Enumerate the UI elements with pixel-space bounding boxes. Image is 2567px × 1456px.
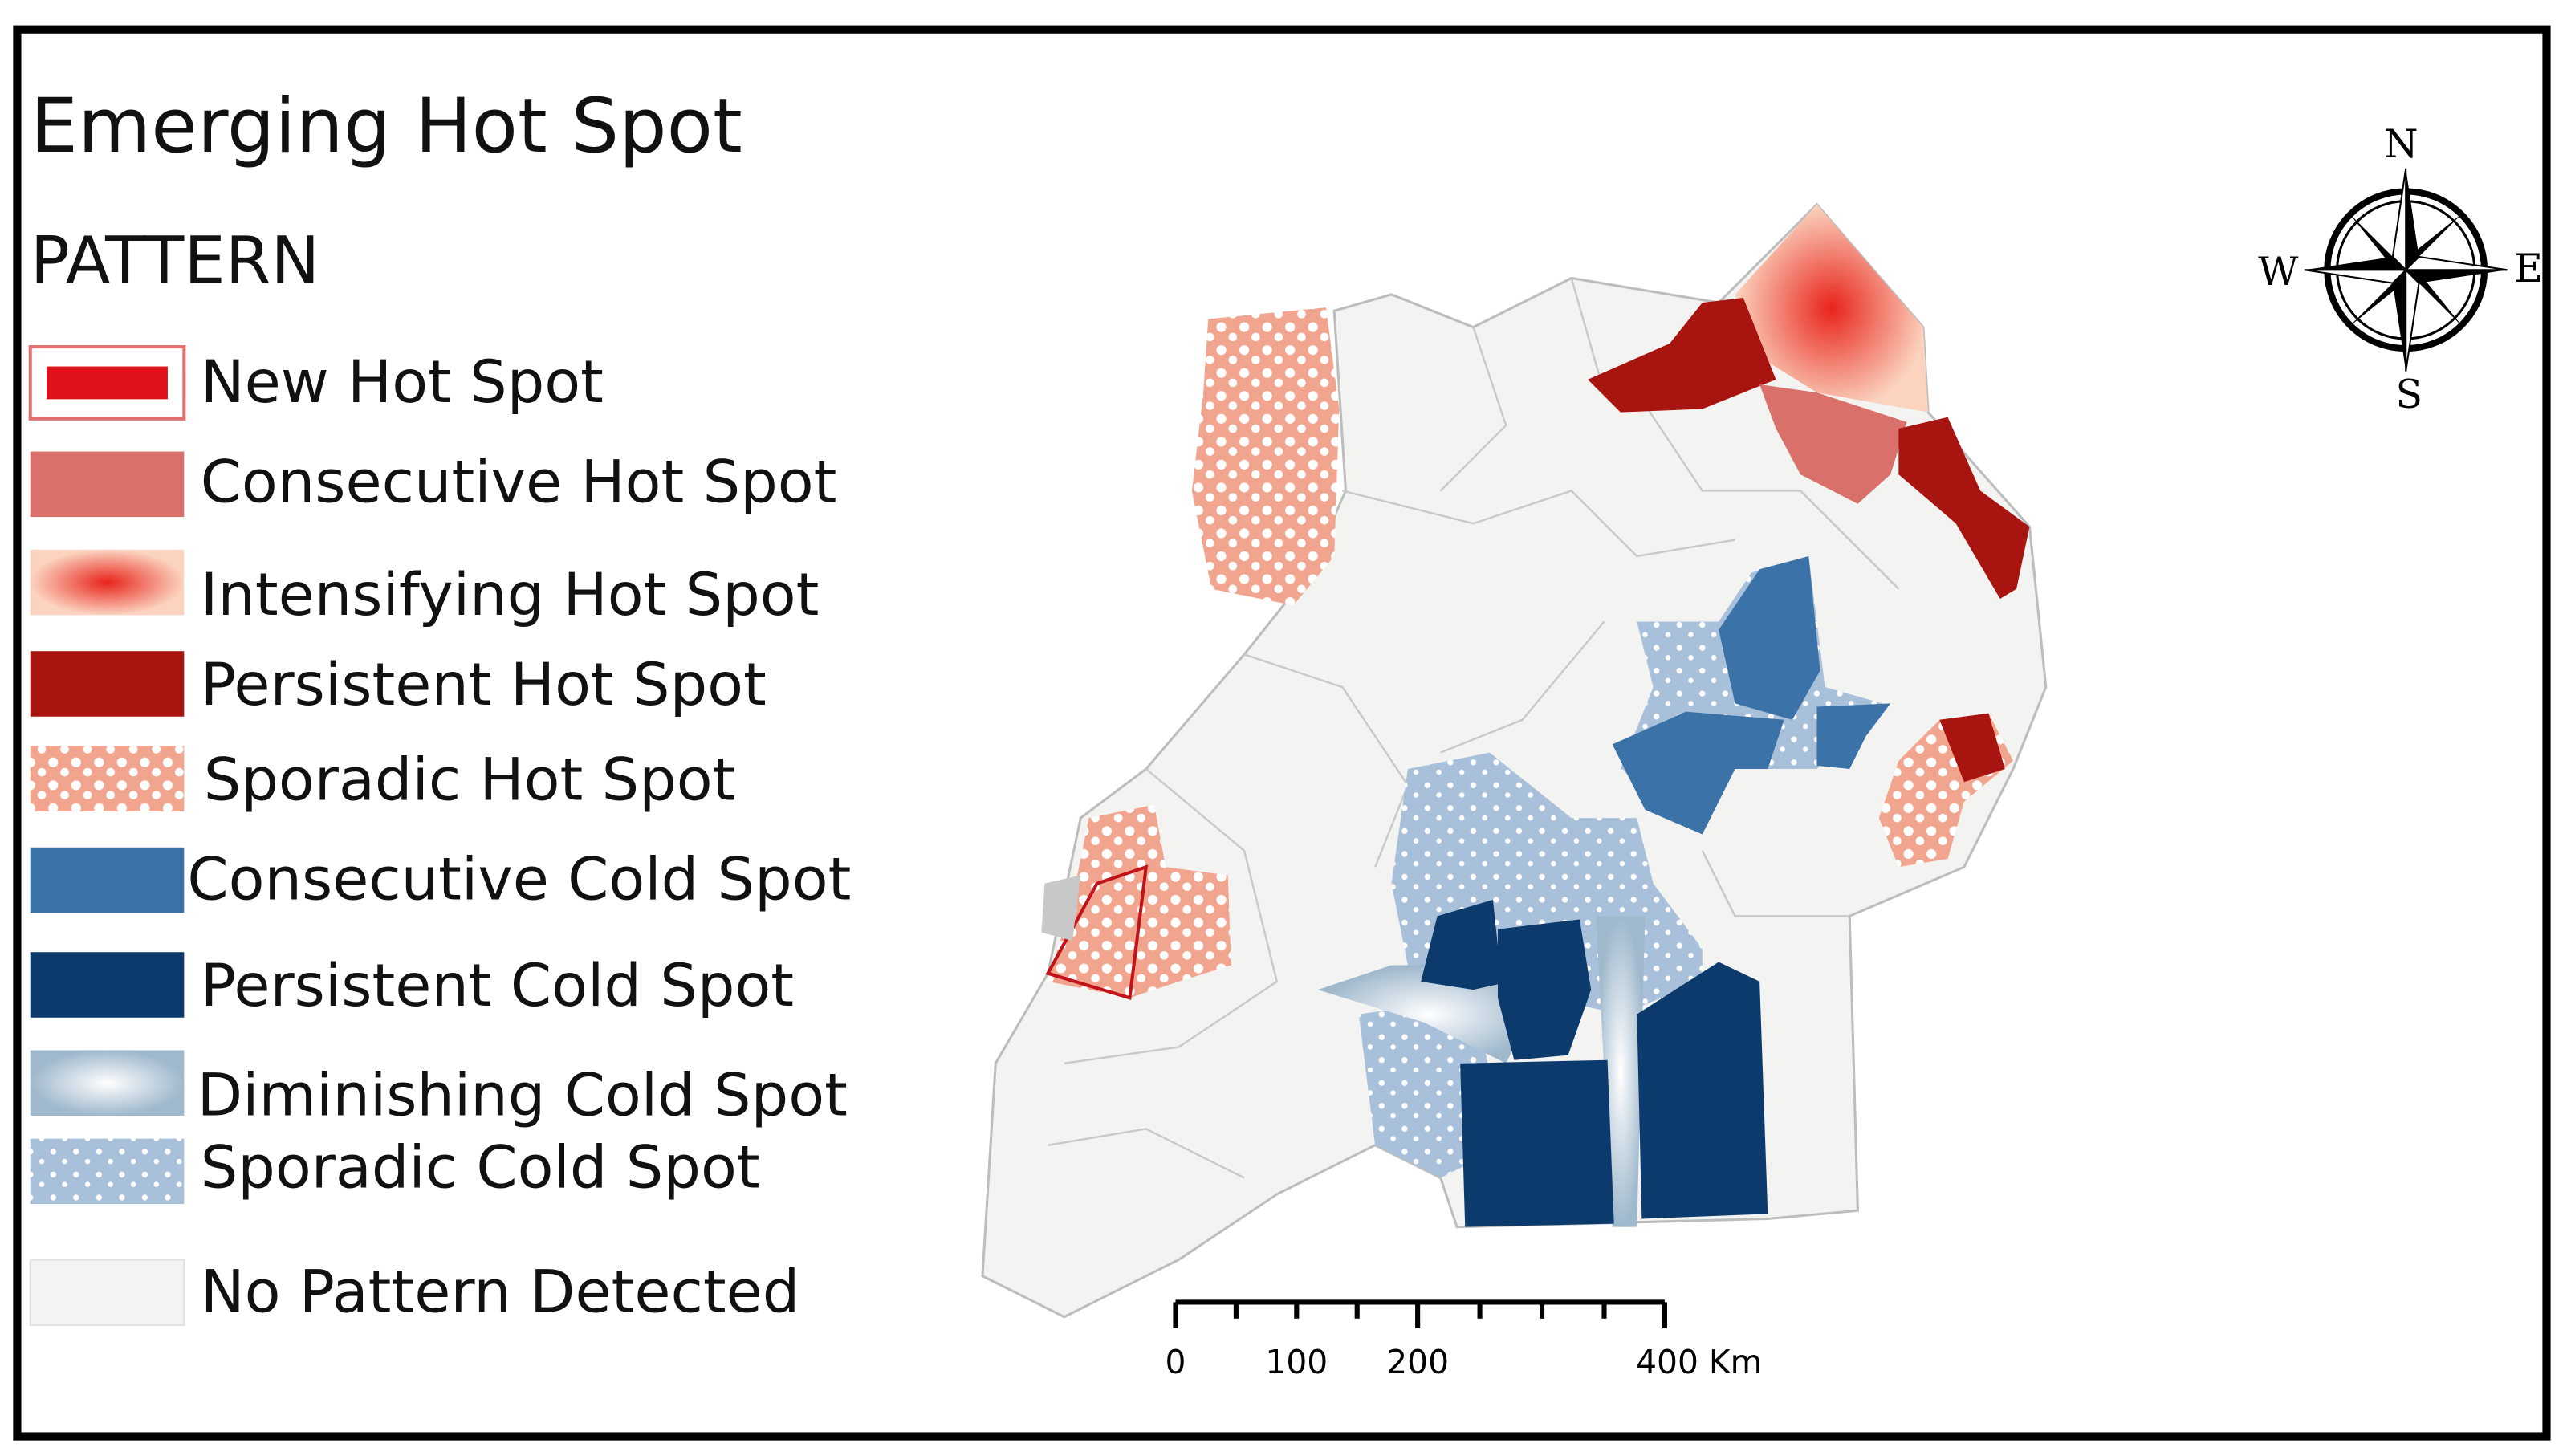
legend-swatch <box>30 1138 185 1205</box>
legend-swatch <box>47 366 168 400</box>
diminishing-cold-region <box>1317 965 1539 1064</box>
persistent-cold-region <box>1637 962 1768 1219</box>
consecutive-cold-region <box>1816 703 1891 769</box>
legend-swatch <box>30 549 185 616</box>
legend-swatch <box>30 952 185 1018</box>
consecutive-cold-region <box>1719 555 1820 720</box>
persistent-cold-region <box>1498 919 1592 1060</box>
persistent-hot-region <box>1588 297 1776 413</box>
legend-label: Persistent Cold Spot <box>201 952 794 1020</box>
legend-label: Consecutive Cold Spot <box>187 846 851 914</box>
legend-label: New Hot Spot <box>201 348 604 417</box>
compass-label: N <box>2384 121 2419 167</box>
legend-swatch <box>30 651 185 717</box>
consecutive-cold-region <box>1612 711 1784 835</box>
compass-rose <box>2304 168 2508 372</box>
compass-label: E <box>2514 246 2543 291</box>
legend-swatch <box>30 847 185 913</box>
scale-label: 400 Km <box>1636 1343 1762 1381</box>
legend-label: Persistent Hot Spot <box>201 651 767 719</box>
new-hot-region <box>1045 864 1149 1000</box>
legend-label: No Pattern Detected <box>201 1258 800 1326</box>
legend-swatch <box>30 746 185 811</box>
consecutive-hot-region <box>1759 384 1907 504</box>
legend-label: Consecutive Hot Spot <box>201 448 837 516</box>
map-title: Emerging Hot Spot <box>31 83 742 170</box>
legend-swatch <box>30 1050 185 1116</box>
legend: New Hot Spot Consecutive Hot Spot Intens… <box>28 345 851 1326</box>
sporadic-hot-region <box>1048 804 1231 998</box>
persistent-hot-region <box>1898 417 2030 599</box>
legend-label: Sporadic Cold Spot <box>201 1133 760 1202</box>
scale-label: 0 <box>1166 1343 1186 1381</box>
compass-label: W <box>2258 249 2299 295</box>
scale-bar <box>1173 1299 1667 1329</box>
legend-label: Sporadic Hot Spot <box>204 746 736 814</box>
scale-label: 200 <box>1386 1343 1449 1381</box>
persistent-hot-region <box>1939 713 2005 783</box>
legend-title: PATTERN <box>31 223 320 299</box>
persistent-cold-region <box>1460 1059 1614 1227</box>
legend-label: Diminishing Cold Spot <box>197 1062 848 1130</box>
district-borders <box>1048 278 1900 1179</box>
compass-label: S <box>2396 372 2423 417</box>
legend-label: Intensifying Hot Spot <box>201 561 820 629</box>
scale-label: 100 <box>1265 1343 1328 1381</box>
legend-swatch <box>30 451 185 518</box>
intensifying-hot-region <box>1735 204 1929 413</box>
map <box>981 202 2048 1319</box>
legend-swatch <box>29 1259 185 1326</box>
no-data-region <box>1041 875 1081 941</box>
sporadic-hot-region <box>1191 307 1340 606</box>
